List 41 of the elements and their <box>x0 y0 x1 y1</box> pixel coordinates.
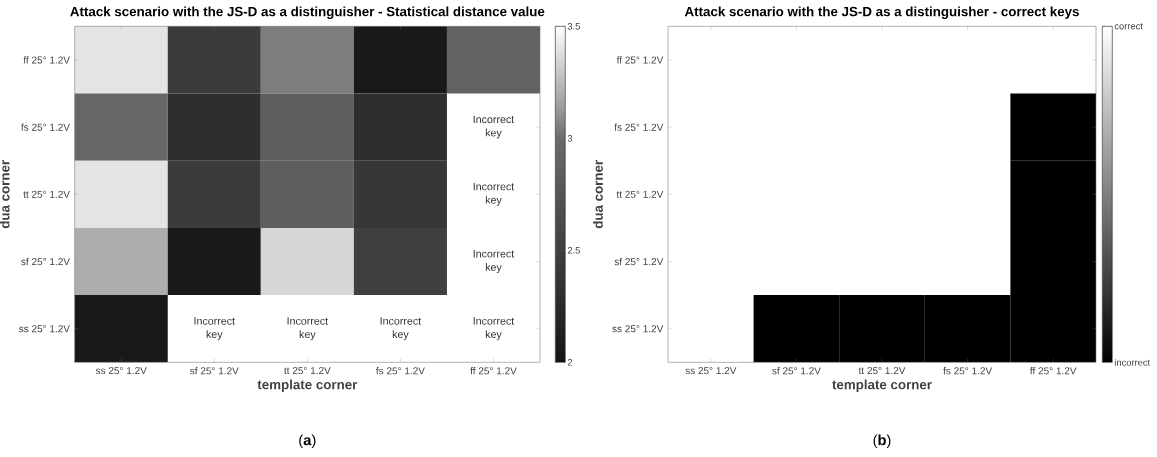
color-bar-label: 2.5 <box>567 247 580 254</box>
color-bar-label: 2 <box>567 359 573 366</box>
text: Incorrect key <box>473 115 515 139</box>
y-tick-label: tt 25° 1.2V <box>616 190 664 198</box>
x-tick-label: ff 25° 1.2V <box>1030 367 1077 375</box>
color-bar-label: 3 <box>567 135 573 142</box>
text: (a) <box>299 434 316 449</box>
text: Incorrect key <box>473 317 515 341</box>
text: Incorrect key <box>380 317 422 341</box>
chart-title: Attack scenario with the JS-D as a distinguisher - Statistical distance value <box>70 6 545 19</box>
x-tick-label: tt 25° 1.2V <box>858 367 906 375</box>
text: Incorrect key <box>287 317 329 341</box>
text: Incorrect key <box>473 182 515 206</box>
text: Incorrect key <box>194 317 235 341</box>
y-tick-label: ff 25° 1.2V <box>23 56 70 64</box>
text: (b) <box>873 434 891 449</box>
x-tick-label: sf 25° 1.2V <box>190 367 239 375</box>
color-bar-label: correct <box>1114 23 1143 30</box>
x-tick-label: fs 25° 1.2V <box>376 367 425 375</box>
color-bar-label: 3.5 <box>567 23 580 30</box>
y-axis-title: dua corner <box>593 160 603 229</box>
color-bar-label: incorrect <box>1114 358 1151 366</box>
x-tick-label: sf 25° 1.2V <box>772 367 821 375</box>
y-tick-label: sf 25° 1.2V <box>21 257 70 266</box>
y-tick-label: fs 25° 1.2V <box>21 123 70 131</box>
x-tick-label: ss 25° 1.2V <box>685 367 737 375</box>
y-axis-title: dua corner <box>0 160 10 229</box>
y-tick-label: fs 25° 1.2V <box>614 123 664 131</box>
y-tick-label: ss 25° 1.2V <box>19 325 70 333</box>
x-tick-label: tt 25° 1.2V <box>284 367 331 375</box>
x-tick-label: ss 25° 1.2V <box>95 367 147 375</box>
y-tick-label: sf 25° 1.2V <box>614 257 664 266</box>
x-tick-label: ff 25° 1.2V <box>470 367 517 375</box>
chart-title: Attack scenario with the JS-D as a distinguisher - correct keys <box>684 6 1079 19</box>
y-tick-label: tt 25° 1.2V <box>23 190 70 198</box>
text: Incorrect key <box>473 250 515 273</box>
x-axis-title: template corner <box>257 379 358 392</box>
x-tick-label: fs 25° 1.2V <box>943 367 993 375</box>
y-tick-label: ss 25° 1.2V <box>612 325 664 333</box>
y-tick-label: ff 25° 1.2V <box>616 56 664 64</box>
x-axis-title: template corner <box>832 379 932 392</box>
